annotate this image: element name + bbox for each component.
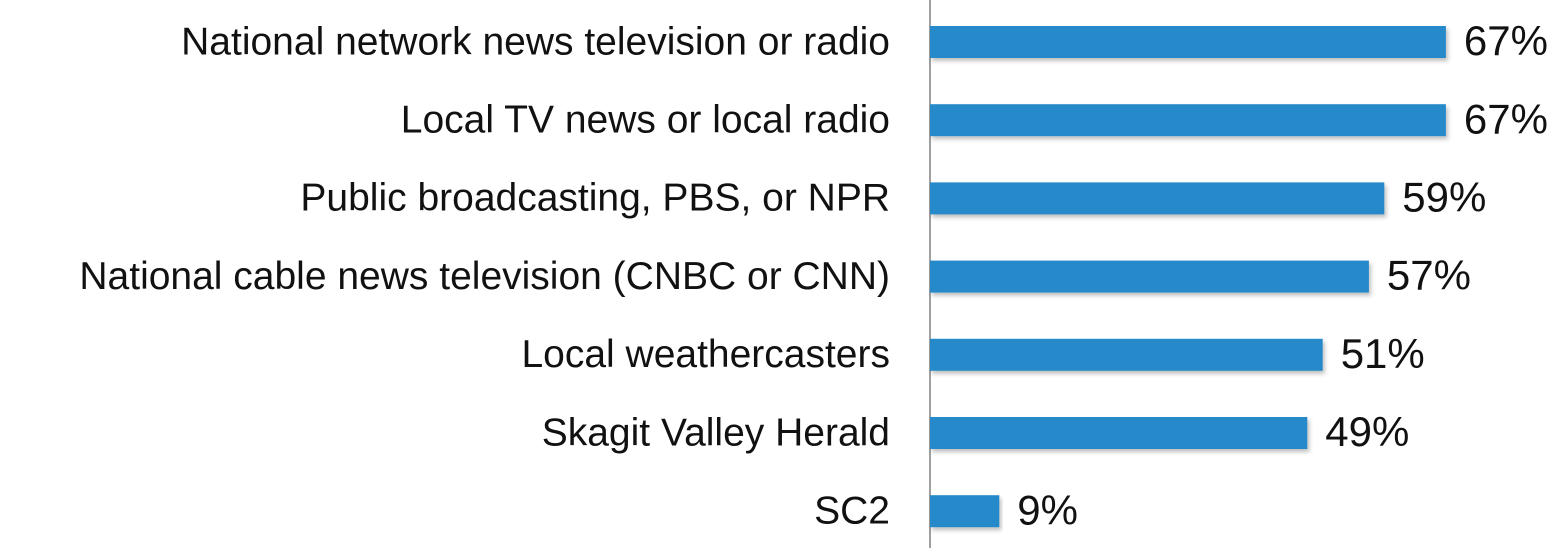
bar [930,495,1000,528]
category-label: Local TV news or local radio [401,98,890,141]
value-label: 49% [1325,408,1409,455]
bar [930,182,1385,215]
value-label: 9% [1017,486,1078,533]
bar [930,104,1446,137]
bar [930,338,1323,371]
value-label: 59% [1402,173,1486,220]
value-label: 57% [1387,252,1471,299]
category-label: Public broadcasting, PBS, or NPR [300,177,890,220]
bar [930,417,1308,449]
category-label: National network news television or radi… [181,20,890,63]
category-label: National cable news television (CNBC or … [79,255,890,298]
bar [930,26,1446,58]
category-label: Local weathercasters [521,333,890,376]
category-label: Skagit Valley Herald [542,411,890,454]
category-label: SC2 [814,489,890,532]
value-label: 67% [1464,17,1548,64]
bar [930,260,1369,293]
value-label: 67% [1464,95,1548,142]
value-label: 51% [1341,330,1425,377]
